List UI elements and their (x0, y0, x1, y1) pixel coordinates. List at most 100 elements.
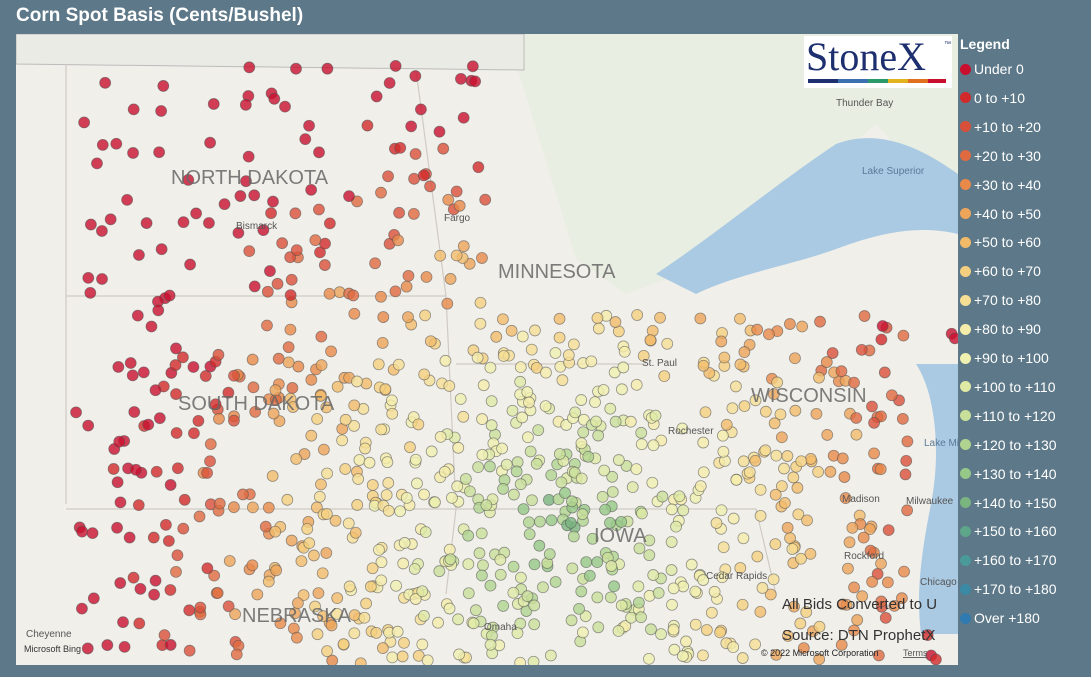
bid-dot (192, 414, 205, 427)
bid-dot (400, 280, 413, 293)
lake-michigan (916, 364, 958, 634)
legend-label: +80 to +90 (974, 321, 1041, 338)
bid-dot (737, 532, 750, 545)
bid-dot (274, 617, 287, 630)
bid-dot (178, 493, 191, 506)
bid-dot (685, 558, 698, 571)
bing-label: Microsoft Bing (24, 644, 81, 654)
bid-dot (767, 388, 780, 401)
bid-dot (409, 453, 422, 466)
bid-dot (497, 483, 509, 495)
bid-dot (339, 413, 352, 426)
legend-item[interactable]: +130 to +140 (960, 464, 1057, 484)
bid-dot (375, 423, 388, 436)
legend-item[interactable]: +90 to +100 (960, 348, 1049, 368)
legend-item[interactable]: +110 to +120 (960, 406, 1055, 426)
state-label: SOUTH DAKOTA (178, 393, 335, 415)
bid-dot (609, 316, 622, 328)
bid-dot (654, 311, 666, 324)
legend-item[interactable]: +20 to +30 (960, 146, 1041, 166)
legend-item[interactable]: +30 to +40 (960, 175, 1041, 195)
legend-label: +30 to +40 (974, 176, 1041, 193)
bid-dot (269, 384, 282, 397)
bid-dot (201, 467, 213, 479)
bid-dot (331, 607, 343, 620)
bid-dot (326, 654, 339, 665)
bid-dot (734, 312, 746, 325)
bid-dot (556, 374, 569, 387)
bid-dot (521, 590, 534, 603)
bid-dot (284, 323, 297, 336)
bid-dot (408, 563, 421, 575)
legend-item[interactable]: Under 0 (960, 59, 1024, 79)
bid-dot (496, 313, 509, 326)
bid-dot (201, 562, 214, 575)
legend-item[interactable]: +140 to +150 (960, 493, 1057, 513)
bid-dot (325, 345, 337, 358)
legend-swatch (960, 294, 971, 306)
bid-dot (590, 415, 602, 428)
bid-dot (472, 161, 485, 174)
bid-dot (838, 471, 851, 483)
bid-dot (209, 398, 222, 411)
legend-label: +110 to +120 (974, 407, 1056, 424)
bid-dot (517, 503, 530, 515)
bid-dot (615, 599, 628, 612)
legend-item[interactable]: +70 to +80 (960, 290, 1041, 310)
bid-dot (389, 60, 402, 72)
bid-dot (107, 463, 120, 475)
bid-dot (429, 496, 441, 509)
legend-item[interactable]: +100 to +110 (960, 377, 1055, 397)
legend-item[interactable]: +40 to +50 (960, 204, 1041, 224)
bid-dot (246, 353, 259, 366)
bid-dot (170, 565, 182, 578)
legend-item[interactable]: +150 to +160 (960, 521, 1057, 541)
legend-swatch (960, 525, 971, 537)
bid-dot (606, 470, 619, 483)
bid-dot (528, 558, 541, 571)
bid-dot (84, 218, 97, 231)
bid-dot (375, 186, 387, 199)
bid-dot (132, 499, 145, 512)
bid-dot (373, 543, 385, 556)
bid-dot (727, 641, 740, 653)
bid-dot (868, 447, 880, 460)
bid-dot (585, 355, 598, 368)
bid-dot (710, 517, 723, 529)
bid-dot (114, 577, 127, 589)
bid-dot (343, 190, 355, 203)
legend-swatch (960, 381, 971, 393)
legend-item[interactable]: +80 to +90 (960, 319, 1041, 339)
place-label: Milwaukee (906, 496, 954, 507)
bid-dot (567, 338, 580, 351)
terms-link[interactable]: Terms (903, 648, 928, 658)
bid-dot (438, 465, 451, 478)
bid-dot (284, 289, 297, 302)
legend-item[interactable]: 0 to +10 (960, 88, 1025, 108)
legend-item[interactable]: +50 to +60 (960, 232, 1041, 252)
bid-dot (762, 328, 775, 341)
bid-dot (751, 323, 764, 336)
bid-dot (652, 587, 665, 599)
bid-dot (394, 141, 407, 154)
bid-dot (353, 454, 366, 466)
bid-dot (749, 638, 762, 651)
legend-item[interactable]: Over +180 (960, 608, 1040, 628)
bid-dot (348, 399, 361, 412)
bid-dot (514, 656, 527, 665)
bid-dot (575, 394, 588, 406)
bid-dot (86, 527, 99, 540)
bid-dot (510, 465, 523, 478)
legend-item[interactable]: +160 to +170 (960, 550, 1057, 570)
bid-dot (320, 547, 333, 559)
legend-item[interactable]: +120 to +130 (960, 435, 1057, 455)
legend-item[interactable]: +10 to +20 (960, 117, 1041, 137)
place-label: Rochester (668, 426, 714, 437)
bid-dot (145, 320, 158, 333)
legend-swatch (960, 352, 971, 364)
bid-dot (432, 616, 444, 629)
legend-item[interactable]: +60 to +70 (960, 261, 1041, 281)
bid-dot (137, 366, 150, 379)
bid-dot (635, 426, 648, 439)
legend-item[interactable]: +170 to +180 (960, 579, 1057, 599)
